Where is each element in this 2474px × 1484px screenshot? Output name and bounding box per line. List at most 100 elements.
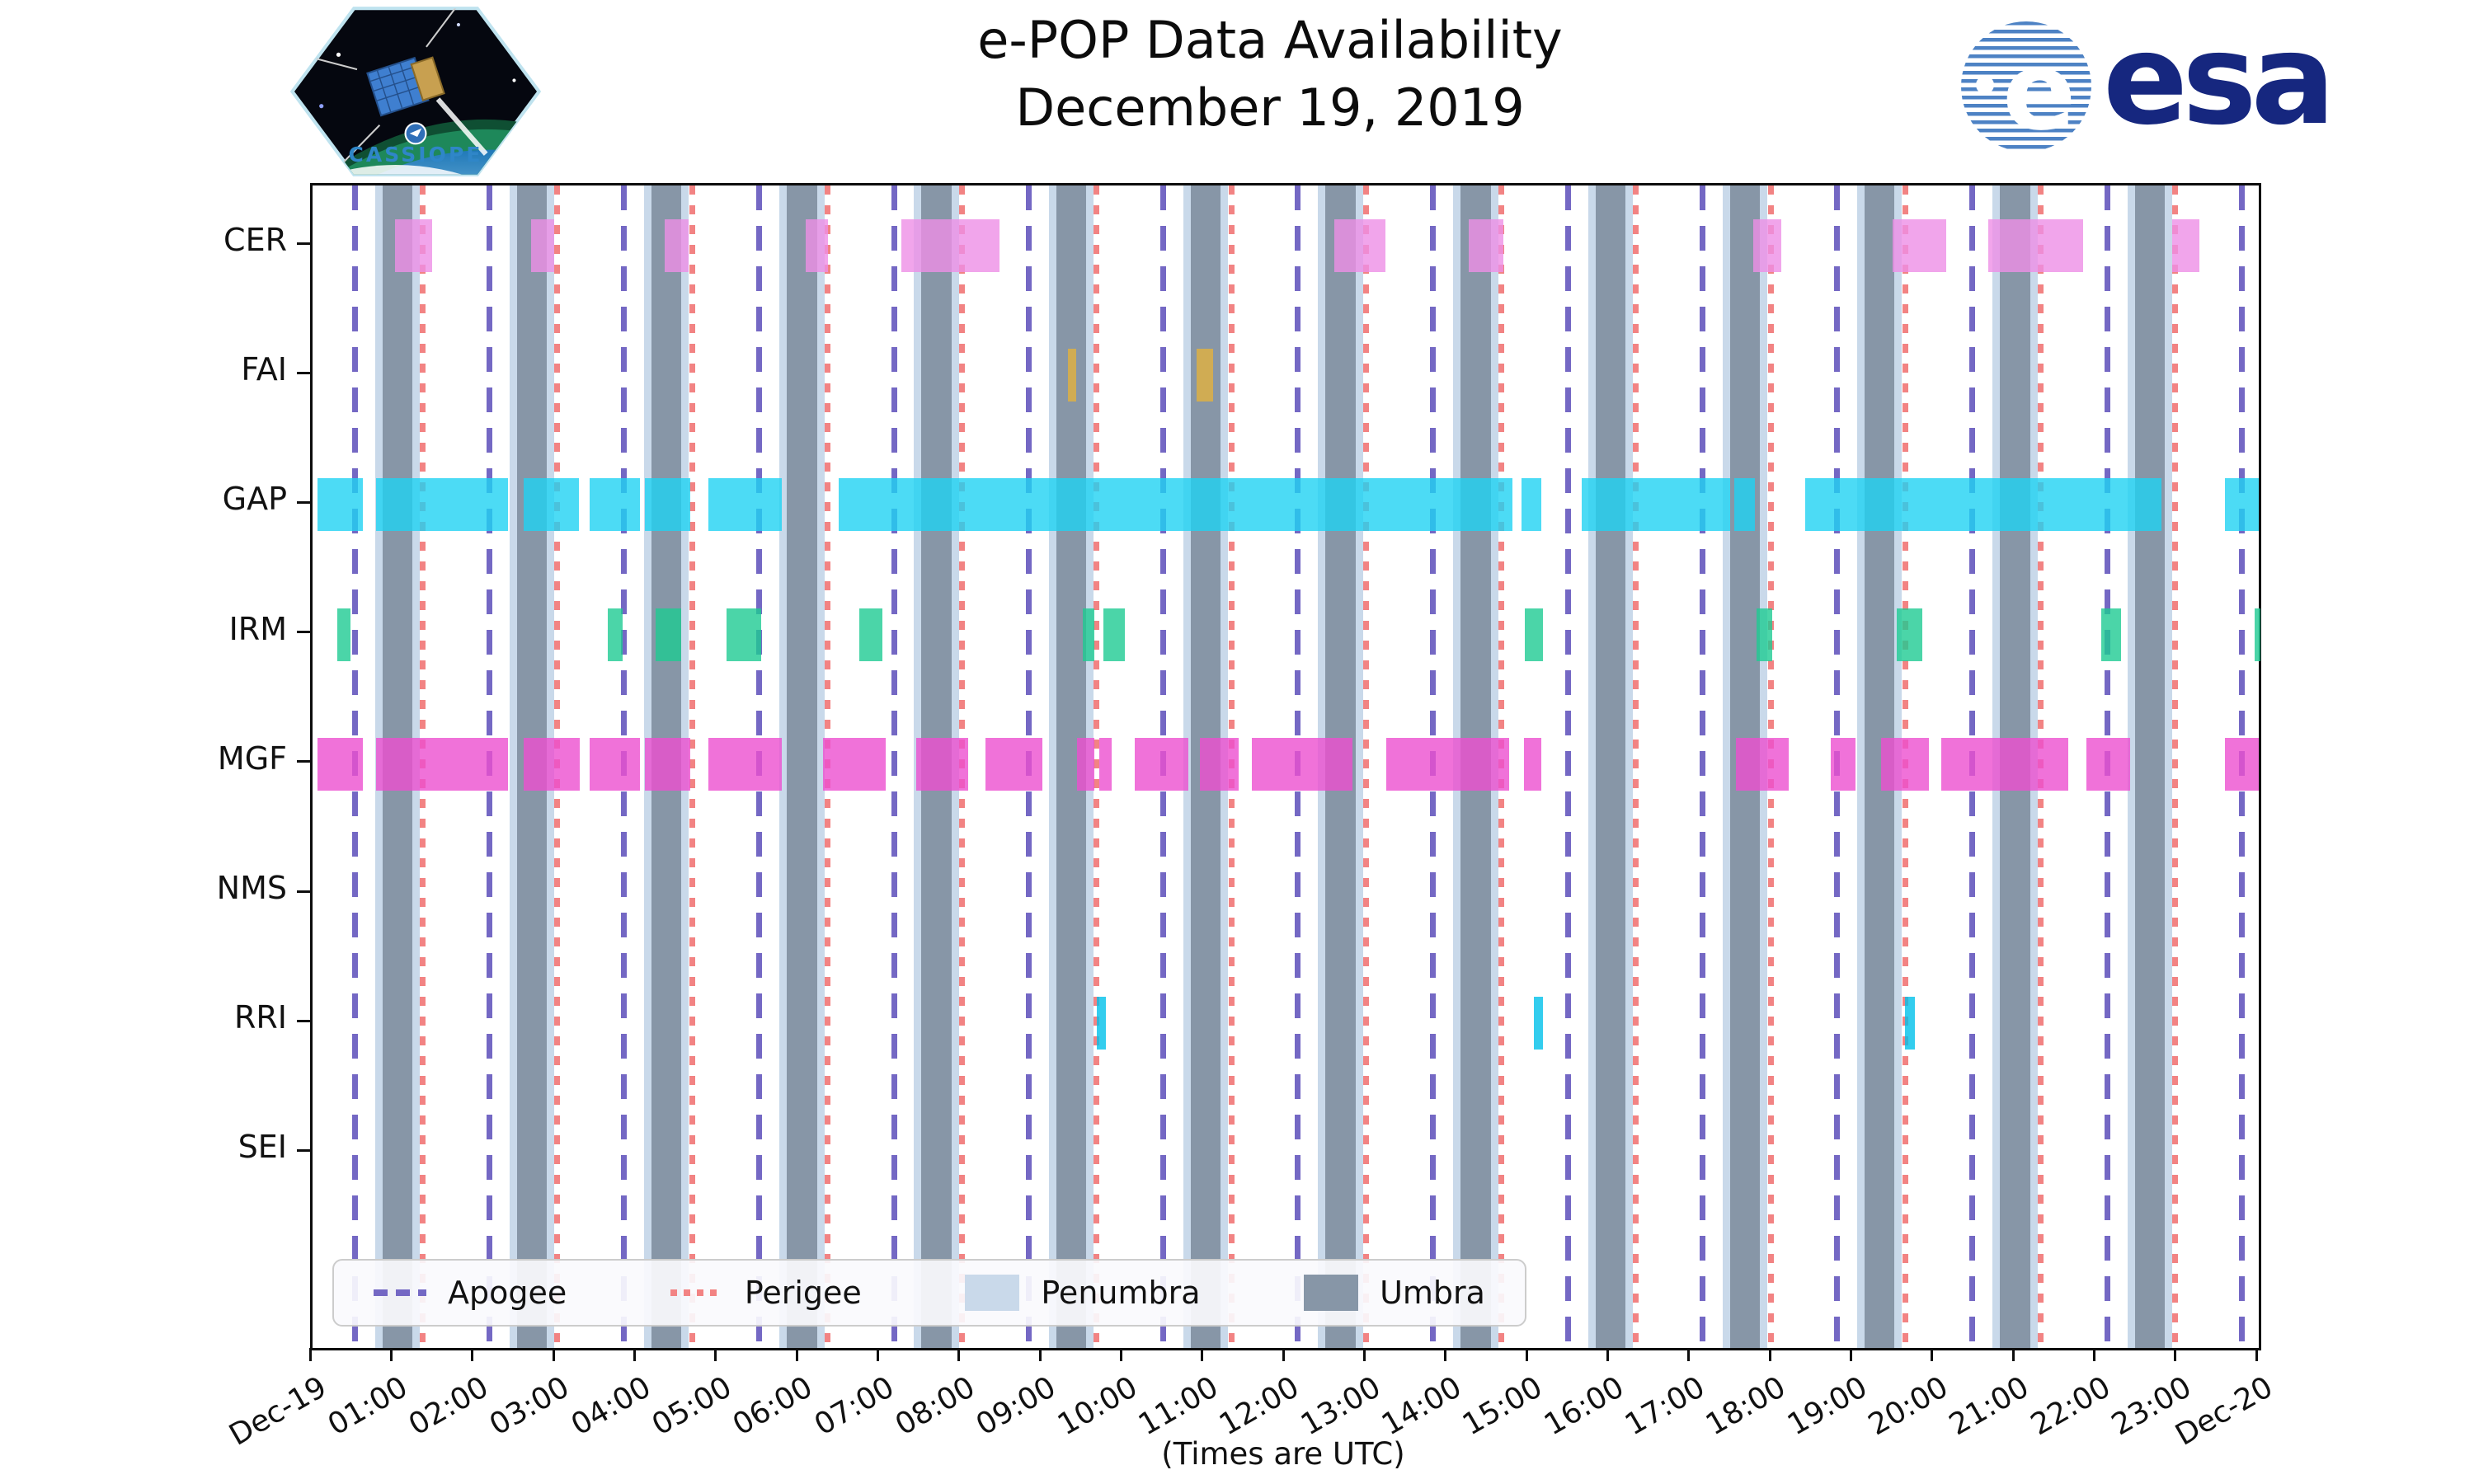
availability-bar-MGF (375, 737, 508, 791)
cassiope-patch-graphic: CASSIOPE (289, 7, 542, 176)
x-axis-label-20:00: 20:00 (1862, 1370, 1954, 1443)
y-axis-tick (297, 760, 310, 763)
availability-bar-MGF (2086, 737, 2130, 791)
availability-bar-MGF (1077, 737, 1094, 791)
y-axis-label-IRM: IRM (228, 610, 287, 647)
availability-bar-MGF (590, 737, 641, 791)
x-axis-tick (1768, 1348, 1771, 1361)
y-axis-label-SEI: SEI (238, 1129, 287, 1166)
availability-bar-IRM (726, 608, 761, 661)
x-axis-label-02:00: 02:00 (402, 1370, 495, 1443)
cassiope-patch-label: CASSIOPE (348, 143, 482, 167)
x-axis-label-11:00: 11:00 (1132, 1370, 1225, 1443)
x-axis-tick (1282, 1348, 1285, 1361)
umbra-band (1595, 186, 1625, 1348)
x-axis-label-05:00: 05:00 (646, 1370, 738, 1443)
legend-item-penumbra: Penumbra (965, 1275, 1201, 1311)
x-axis-label-21:00: 21:00 (1944, 1370, 2035, 1443)
availability-bar-IRM (336, 608, 351, 661)
availability-bar-IRM (1083, 608, 1094, 661)
x-axis-tick (1931, 1348, 1934, 1361)
x-axis-tick (1606, 1348, 1609, 1361)
x-axis-label-18:00: 18:00 (1700, 1370, 1792, 1443)
umbra-band (2134, 186, 2165, 1348)
availability-bar-CER (1334, 219, 1385, 272)
x-axis-tick (633, 1348, 636, 1361)
y-axis-tick (297, 890, 310, 893)
x-axis-label-Dec-19: Dec-19 (223, 1370, 332, 1453)
perigee-line (1094, 186, 1100, 1348)
x-axis-label-09:00: 09:00 (971, 1370, 1062, 1443)
availability-bar-IRM (1897, 608, 1922, 661)
x-axis-tick (957, 1348, 961, 1361)
availability-bar-IRM (655, 608, 682, 661)
availability-bar-CER (805, 219, 829, 272)
x-axis-tick (1119, 1348, 1122, 1361)
availability-bar-GAP (1581, 478, 1730, 532)
x-axis-tick (714, 1348, 717, 1361)
availability-bar-GAP (1733, 478, 1756, 532)
availability-bar-MGF (2224, 737, 2259, 791)
availability-bar-MGF (1098, 737, 1112, 791)
availability-bar-MGF (1880, 737, 1929, 791)
availability-bar-IRM (858, 608, 883, 661)
umbra-band (787, 186, 817, 1348)
apogee-line (1564, 186, 1571, 1348)
x-axis-label-14:00: 14:00 (1376, 1370, 1468, 1443)
x-axis-label-01:00: 01:00 (322, 1370, 413, 1443)
y-axis-tick (297, 631, 310, 634)
legend-label-apogee: Apogee (448, 1275, 567, 1311)
x-axis-tick (2255, 1348, 2258, 1361)
x-axis-tick (876, 1348, 879, 1361)
availability-bar-IRM (2101, 608, 2121, 661)
apogee-line (891, 186, 897, 1348)
availability-bar-GAP (645, 478, 691, 532)
availability-bar-IRM (1757, 608, 1772, 661)
availability-bar-IRM (1103, 608, 1126, 661)
availability-bar-CER (395, 219, 432, 272)
esa-globe-e: e (2002, 28, 2077, 152)
availability-bar-MGF (1524, 737, 1541, 791)
availability-bar-IRM (607, 608, 623, 661)
availability-bar-GAP (523, 478, 579, 532)
x-axis-tick (795, 1348, 798, 1361)
x-axis-tick (2092, 1348, 2095, 1361)
availability-bar-MGF (1735, 737, 1789, 791)
availability-bar-MGF (1251, 737, 1352, 791)
esa-globe-icon: e (1961, 21, 2091, 152)
availability-bar-FAI (1196, 349, 1214, 402)
esa-wordmark: esa (2103, 7, 2335, 153)
availability-bar-GAP (1805, 478, 2161, 532)
x-axis-tick (1849, 1348, 1852, 1361)
availability-bar-GAP (590, 478, 641, 532)
availability-bar-CER (901, 219, 999, 272)
availability-bar-MGF (1830, 737, 1856, 791)
availability-bar-GAP (2224, 478, 2259, 532)
availability-bar-CER (1469, 219, 1503, 272)
availability-bar-MGF (1385, 737, 1510, 791)
x-axis-tick (471, 1348, 474, 1361)
legend-label-penumbra: Penumbra (1041, 1275, 1201, 1311)
x-axis-label-04:00: 04:00 (565, 1370, 656, 1443)
perigee-line (689, 186, 695, 1348)
x-axis-label-19:00: 19:00 (1781, 1370, 1873, 1443)
legend-label-perigee: Perigee (744, 1275, 862, 1311)
legend: Apogee Perigee Penumbra Umbra (332, 1259, 1526, 1327)
esa-logo: e esa (1961, 17, 2335, 152)
x-axis-caption: (Times are UTC) (1161, 1436, 1405, 1472)
availability-bar-MGF (985, 737, 1042, 791)
legend-item-apogee: Apogee (374, 1275, 567, 1311)
availability-bar-GAP (708, 478, 783, 532)
availability-bar-GAP (1522, 478, 1541, 532)
y-axis-label-NMS: NMS (216, 870, 287, 906)
availability-bar-FAI (1068, 349, 1077, 402)
availability-bar-CER (664, 219, 689, 272)
availability-bar-MGF (822, 737, 887, 791)
y-axis-tick (297, 1019, 310, 1022)
availability-bar-CER (1753, 219, 1781, 272)
y-axis-tick (297, 500, 310, 504)
availability-bar-CER (1987, 219, 2083, 272)
x-axis-tick (1525, 1348, 1528, 1361)
x-axis-label-06:00: 06:00 (727, 1370, 819, 1443)
availability-bar-RRI (1096, 997, 1106, 1050)
